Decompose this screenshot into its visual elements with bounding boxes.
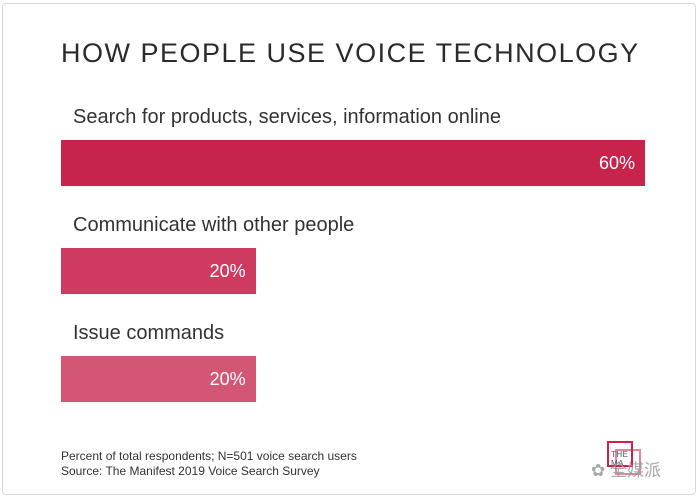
category-label-1: Search for products, services, informati…	[73, 106, 501, 128]
bar-3: 20%	[61, 356, 256, 402]
chart-card: HOW PEOPLE USE VOICE TECHNOLOGY Search f…	[2, 3, 696, 495]
footnote-respondents: Percent of total respondents; N=501 voic…	[61, 449, 357, 463]
bar-value-label-3: 20%	[209, 369, 246, 389]
bar-1: 60%	[61, 140, 645, 186]
chart-title: HOW PEOPLE USE VOICE TECHNOLOGY	[61, 38, 640, 68]
bar-value-label-1: 60%	[598, 153, 635, 173]
logo-text: THE MA	[611, 450, 629, 468]
footnote-source: Source: The Manifest 2019 Voice Search S…	[61, 464, 320, 478]
bar-value-label-2: 20%	[209, 261, 246, 281]
manifest-logo: THE MA	[607, 441, 643, 477]
wechat-icon: ✿	[591, 461, 606, 480]
footnote: Percent of total respondents; N=501 voic…	[61, 449, 357, 479]
watermark: ✿ 全媒派	[591, 456, 661, 481]
logo-square-back	[615, 449, 641, 475]
category-label-3: Issue commands	[73, 322, 225, 344]
category-label-2: Communicate with other people	[73, 214, 355, 236]
logo-square-front	[607, 441, 633, 467]
watermark-text: 全媒派	[609, 461, 661, 480]
bar-2: 20%	[61, 248, 256, 294]
